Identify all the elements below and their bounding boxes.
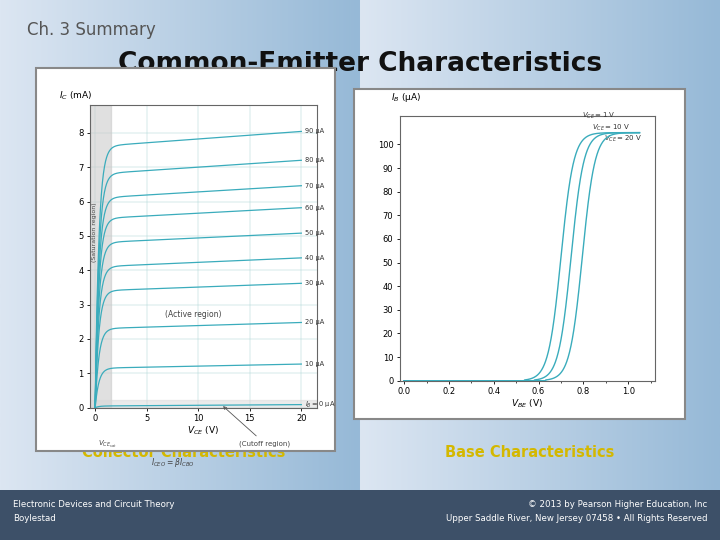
Text: 60 μA: 60 μA: [305, 205, 325, 211]
Text: 10 μA: 10 μA: [305, 361, 325, 367]
Bar: [90, 105, 111, 408]
Text: (Saturation region): (Saturation region): [92, 202, 97, 262]
Text: 40 μA: 40 μA: [305, 255, 325, 261]
Text: 80 μA: 80 μA: [305, 157, 325, 163]
X-axis label: $V_{CE}$ (V): $V_{CE}$ (V): [187, 424, 220, 437]
FancyBboxPatch shape: [36, 68, 335, 451]
Text: Ch. 3 Summary: Ch. 3 Summary: [27, 21, 156, 38]
Bar: [0, 490, 720, 540]
Text: © 2013 by Pearson Higher Education, Inc
Upper Saddle River, New Jersey 07458 • A: © 2013 by Pearson Higher Education, Inc …: [446, 501, 707, 523]
Text: $V_{CE} = 1$ V: $V_{CE} = 1$ V: [582, 111, 616, 121]
Text: (Active region): (Active region): [165, 310, 221, 320]
Bar: [90, 400, 317, 408]
Text: $I_{CEO} = \beta I_{CBO}$: $I_{CEO} = \beta I_{CBO}$: [150, 456, 194, 469]
Text: $\it{I}_C$ (mA): $\it{I}_C$ (mA): [59, 89, 92, 102]
Text: Common-Emitter Characteristics: Common-Emitter Characteristics: [118, 51, 602, 77]
Text: 90 μA: 90 μA: [305, 129, 325, 134]
Text: 30 μA: 30 μA: [305, 280, 325, 286]
Text: $\it{I}_B$ (μA): $\it{I}_B$ (μA): [391, 91, 421, 104]
Text: $I_B = 0$ μA: $I_B = 0$ μA: [305, 400, 336, 410]
Text: Electronic Devices and Circuit Theory
Boylestad: Electronic Devices and Circuit Theory Bo…: [13, 501, 174, 523]
Text: $V_{CE} = 10$ V: $V_{CE} = 10$ V: [593, 123, 630, 133]
Text: 50 μA: 50 μA: [305, 230, 325, 236]
Text: 20 μA: 20 μA: [305, 320, 325, 326]
Text: Base Characteristics: Base Characteristics: [444, 445, 614, 460]
Text: $V_{CE_{sat}}$: $V_{CE_{sat}}$: [98, 438, 117, 450]
X-axis label: $V_{BE}$ (V): $V_{BE}$ (V): [511, 397, 544, 410]
Text: 70 μA: 70 μA: [305, 183, 325, 188]
FancyBboxPatch shape: [354, 89, 685, 418]
Text: (Cutoff region): (Cutoff region): [224, 407, 291, 447]
Text: $V_{CE} = 20$ V: $V_{CE} = 20$ V: [603, 134, 642, 144]
Text: Collector Characteristics: Collector Characteristics: [82, 445, 285, 460]
